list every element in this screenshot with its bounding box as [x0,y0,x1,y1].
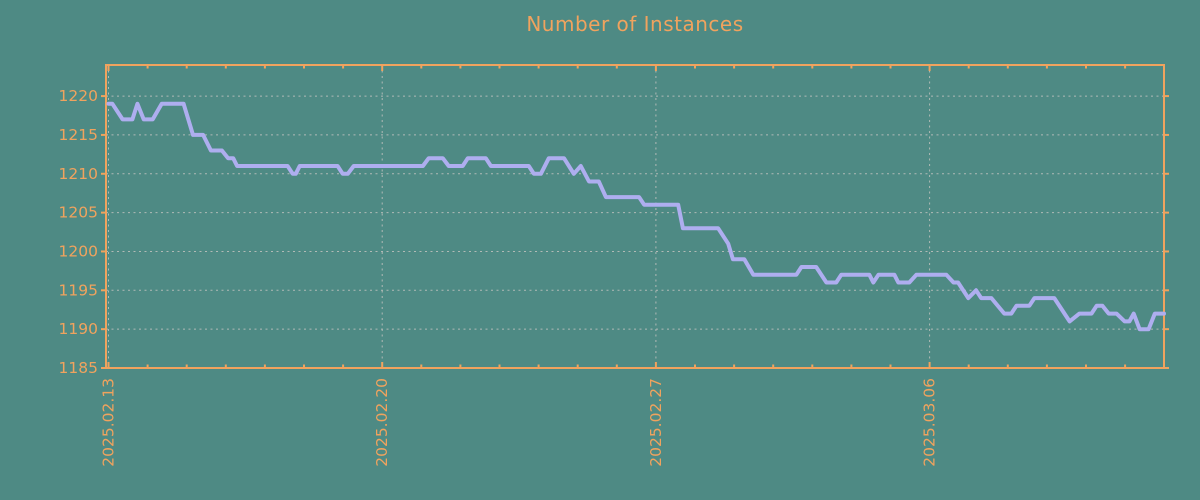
axis-labels: 1185 1190 1195 1200 1205 1210 1215 1220 2025.02.… [59,87,939,467]
y-tick-label: 1195 [59,281,98,299]
axis-frame [105,64,1165,369]
x-tick-label: 2025.02.13 [100,378,118,467]
series-line-instances [106,101,1166,332]
x-tick-label: 2025.02.27 [647,378,665,467]
y-tick-label: 1185 [59,359,98,377]
x-tick-label: 2025.02.20 [373,378,391,467]
chart-title: Number of Instances [526,12,744,36]
axis-ticks [101,65,1169,369]
y-tick-label: 1205 [59,204,98,222]
y-tick-label: 1220 [59,87,98,105]
y-tick-label: 1210 [59,165,98,183]
grid-lines [106,65,1164,368]
y-tick-label: 1200 [59,242,98,260]
x-tick-label: 2025.03.06 [921,378,939,467]
y-tick-label: 1190 [59,320,98,338]
y-tick-label: 1215 [59,126,98,144]
